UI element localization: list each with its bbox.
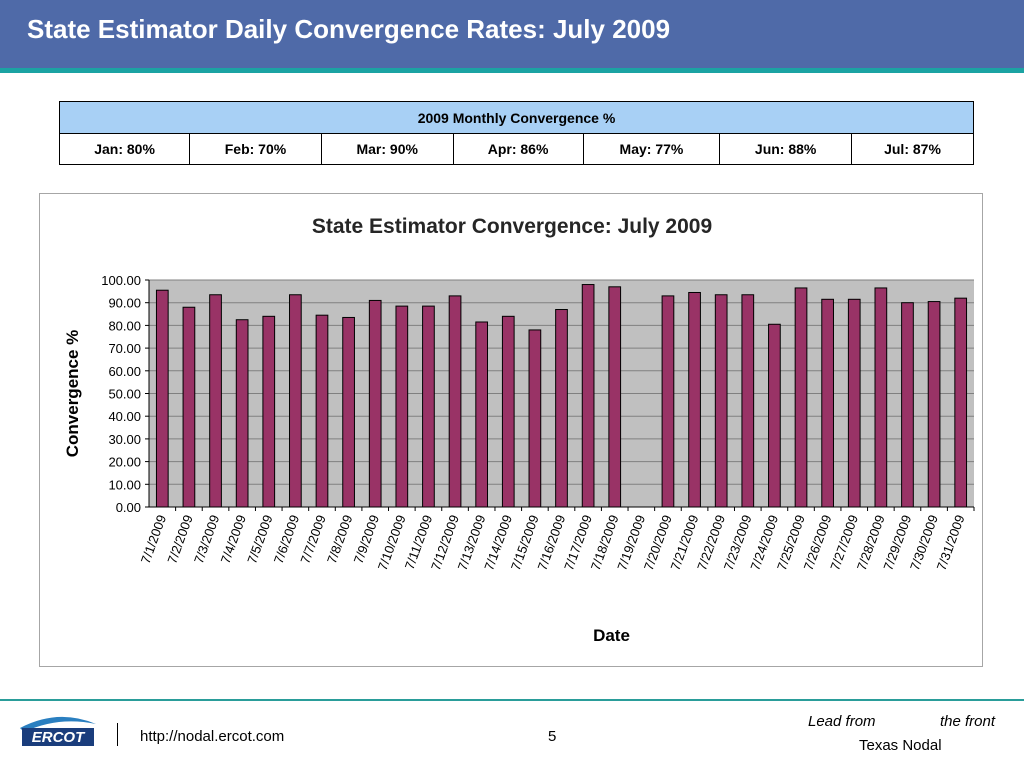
bar bbox=[874, 287, 888, 508]
table-header: 2009 Monthly Convergence % bbox=[59, 101, 974, 134]
y-tick-label: 80.00 bbox=[108, 318, 141, 333]
bar bbox=[182, 306, 196, 508]
bar bbox=[794, 287, 808, 508]
bar bbox=[528, 329, 542, 508]
bar bbox=[954, 297, 968, 508]
bar bbox=[342, 316, 355, 508]
logo-text: ERCOT bbox=[32, 729, 86, 746]
page-number: 5 bbox=[548, 728, 557, 745]
y-tick-label: 70.00 bbox=[108, 341, 141, 356]
bar bbox=[661, 295, 675, 508]
bar bbox=[315, 314, 329, 508]
month-cell-feb: Feb: 70% bbox=[189, 133, 322, 165]
y-tick-label: 20.00 bbox=[108, 455, 141, 470]
bar bbox=[262, 315, 276, 508]
y-tick-label: 90.00 bbox=[108, 296, 141, 311]
footer-separator bbox=[117, 723, 118, 746]
y-tick-label: 60.00 bbox=[108, 364, 141, 379]
monthly-convergence-table: 2009 Monthly Convergence % Jan: 80% Feb:… bbox=[58, 101, 974, 165]
bar bbox=[741, 294, 755, 508]
bar bbox=[422, 305, 435, 508]
y-tick-label: 40.00 bbox=[108, 409, 141, 424]
bar bbox=[927, 301, 941, 508]
bar bbox=[395, 305, 409, 508]
title-bar: State Estimator Daily Convergence Rates:… bbox=[0, 0, 1024, 73]
bar bbox=[688, 291, 701, 508]
y-tick-label: 100.00 bbox=[101, 273, 141, 288]
bar bbox=[901, 302, 914, 508]
bar bbox=[368, 299, 382, 508]
bar bbox=[714, 294, 728, 508]
bar bbox=[448, 295, 462, 508]
bar bbox=[209, 294, 222, 508]
y-tick-label: 30.00 bbox=[108, 432, 141, 447]
month-cell-jul: Jul: 87% bbox=[851, 133, 974, 165]
bar bbox=[608, 286, 622, 508]
y-tick-label: 50.00 bbox=[108, 387, 141, 402]
slogan-left: Lead from bbox=[808, 713, 876, 730]
footer-tagline: Texas Nodal bbox=[859, 737, 942, 754]
y-tick-label: 0.00 bbox=[116, 500, 141, 515]
bar bbox=[475, 321, 489, 508]
month-cell-may: May: 77% bbox=[582, 133, 721, 165]
bar bbox=[289, 294, 302, 508]
y-axis-label: Convergence % bbox=[63, 330, 82, 458]
bar bbox=[847, 298, 861, 508]
bar bbox=[768, 323, 781, 508]
logo-swoosh-icon bbox=[20, 716, 96, 732]
bar bbox=[581, 284, 595, 508]
title-accent-line bbox=[0, 68, 1024, 73]
slide-title: State Estimator Daily Convergence Rates:… bbox=[27, 14, 671, 44]
x-axis-label: Date bbox=[593, 626, 630, 645]
bar bbox=[555, 309, 568, 508]
footer-url-link[interactable]: http://nodal.ercot.com bbox=[140, 728, 285, 745]
y-tick-label: 10.00 bbox=[108, 477, 141, 492]
month-cell-jan: Jan: 80% bbox=[58, 133, 191, 165]
bar bbox=[235, 319, 249, 508]
convergence-chart: State Estimator Convergence: July 2009 0.… bbox=[63, 215, 975, 645]
bar bbox=[501, 315, 515, 508]
bar bbox=[155, 289, 169, 508]
month-cell-jun: Jun: 88% bbox=[719, 133, 853, 165]
table-row: Jan: 80% Feb: 70% Mar: 90% Apr: 86% May:… bbox=[58, 133, 974, 165]
month-cell-mar: Mar: 90% bbox=[320, 133, 454, 165]
month-cell-apr: Apr: 86% bbox=[452, 133, 584, 165]
ercot-logo: ERCOT bbox=[20, 716, 96, 746]
table-header-row: 2009 Monthly Convergence % bbox=[59, 101, 974, 134]
bar bbox=[821, 298, 834, 508]
slogan-right: the front bbox=[940, 713, 996, 730]
chart-title: State Estimator Convergence: July 2009 bbox=[312, 215, 712, 238]
footer-divider bbox=[0, 699, 1024, 701]
logo-plate bbox=[22, 728, 94, 746]
chart-container: State Estimator Convergence: July 2009 0.… bbox=[39, 193, 983, 667]
